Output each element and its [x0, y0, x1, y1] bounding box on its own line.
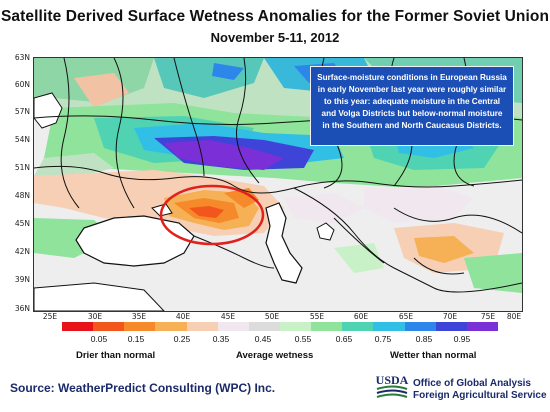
- color-swatch-5: [217, 322, 249, 331]
- caspian-sea: [265, 202, 303, 284]
- scale-tick-0.15: 0.15: [127, 334, 145, 344]
- usda-logo-icon: USDA: [376, 373, 409, 398]
- scale-tick-0.45: 0.45: [254, 334, 272, 344]
- lon-tick-65e: 65E: [398, 312, 414, 321]
- lon-tick-30e: 30E: [87, 312, 103, 321]
- agency-line-1: Office of Global Analysis: [413, 378, 531, 389]
- scale-tick-0.55: 0.55: [294, 334, 312, 344]
- color-swatch-1: [93, 322, 125, 331]
- color-scale-bar: [62, 322, 498, 331]
- scale-tick-0.05: 0.05: [90, 334, 108, 344]
- color-swatch-2: [124, 322, 156, 331]
- usda-logo-text: USDA: [376, 373, 409, 387]
- lon-tick-40e: 40E: [175, 312, 191, 321]
- scale-tick-0.85: 0.85: [415, 334, 433, 344]
- lon-tick-75e: 75E: [480, 312, 496, 321]
- annotation-callout: Surface-moisture conditions in European …: [310, 66, 514, 146]
- color-swatch-11: [404, 322, 436, 331]
- average-caption: Average wetness: [236, 350, 314, 361]
- lon-tick-80e: 80E: [506, 312, 522, 321]
- lon-tick-50e: 50E: [264, 312, 280, 321]
- lat-tick-54n: 54N: [14, 135, 30, 144]
- color-swatch-12: [435, 322, 467, 331]
- lat-tick-39n: 39N: [14, 275, 30, 284]
- color-swatch-9: [342, 322, 374, 331]
- scale-tick-0.75: 0.75: [374, 334, 392, 344]
- color-swatch-0: [62, 322, 94, 331]
- agency-line-2: Foreign Agricultural Service: [413, 390, 547, 401]
- black-sea: [75, 215, 195, 267]
- color-swatch-8: [311, 322, 343, 331]
- source-credit: Source: WeatherPredict Consulting (WPC) …: [10, 381, 276, 395]
- map-title: Satellite Derived Surface Wetness Anomal…: [0, 8, 550, 25]
- highlight-ellipse: [159, 184, 265, 246]
- agency-name: Office of Global Analysis Foreign Agricu…: [413, 378, 547, 402]
- lon-tick-35e: 35E: [131, 312, 147, 321]
- scale-tick-0.65: 0.65: [335, 334, 353, 344]
- lat-tick-51n: 51N: [14, 163, 30, 172]
- lon-tick-70e: 70E: [442, 312, 458, 321]
- color-swatch-3: [155, 322, 187, 331]
- map-subtitle: November 5-11, 2012: [210, 30, 340, 45]
- lat-tick-42n: 42N: [14, 247, 30, 256]
- lon-tick-45e: 45E: [220, 312, 236, 321]
- mediterranean-sea: [34, 282, 165, 311]
- lon-tick-25e: 25E: [42, 312, 58, 321]
- lat-tick-45n: 45N: [14, 219, 30, 228]
- color-swatch-13: [466, 322, 498, 331]
- color-swatch-4: [186, 322, 218, 331]
- lat-tick-48n: 48N: [14, 191, 30, 200]
- scale-tick-0.95: 0.95: [453, 334, 471, 344]
- aral-sea: [316, 222, 335, 241]
- lat-tick-57n: 57N: [14, 107, 30, 116]
- baltic-sea: [34, 92, 63, 129]
- color-swatch-7: [279, 322, 312, 331]
- wetter-caption: Wetter than normal: [390, 350, 477, 361]
- south-anomaly-field: [34, 170, 522, 293]
- lon-tick-60e: 60E: [353, 312, 369, 321]
- lat-tick-60n: 60N: [14, 80, 30, 89]
- scale-tick-0.25: 0.25: [173, 334, 191, 344]
- lon-tick-55e: 55E: [309, 312, 325, 321]
- color-swatch-6: [248, 322, 280, 331]
- lat-tick-63n: 63N: [14, 53, 30, 62]
- drier-caption: Drier than normal: [76, 350, 156, 361]
- color-swatch-10: [373, 322, 405, 331]
- scale-tick-0.35: 0.35: [212, 334, 230, 344]
- lat-tick-36n: 36N: [14, 304, 30, 313]
